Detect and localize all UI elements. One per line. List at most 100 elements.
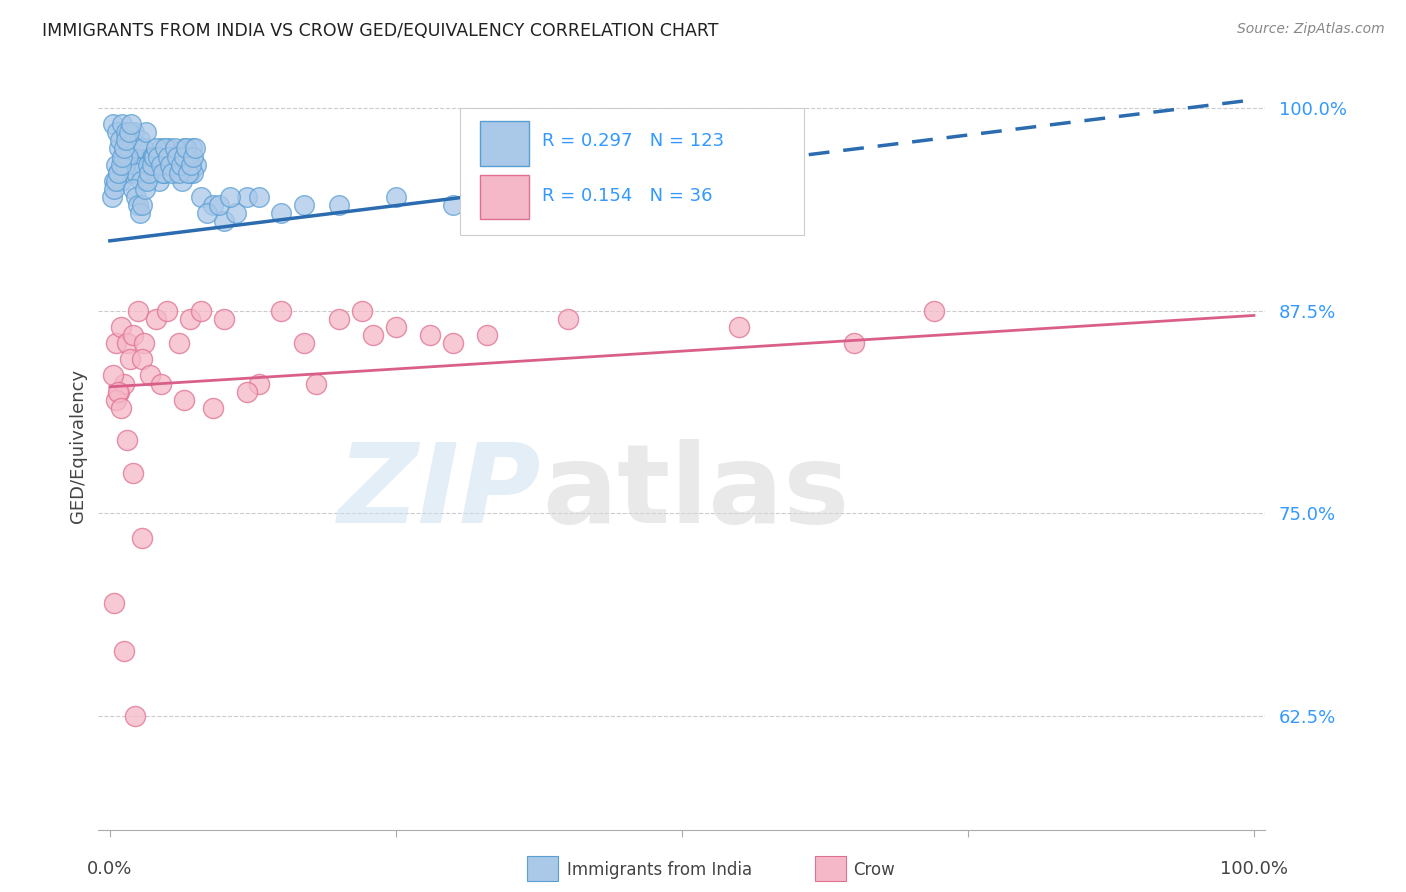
Point <box>122 125 145 139</box>
Point <box>139 368 162 383</box>
Point <box>112 141 135 155</box>
Point <box>145 141 167 155</box>
Point <box>136 174 159 188</box>
Text: R = 0.154   N = 36: R = 0.154 N = 36 <box>541 186 713 204</box>
Point <box>141 158 163 172</box>
Point <box>328 311 350 326</box>
Point <box>728 319 751 334</box>
Point <box>103 368 125 383</box>
Point <box>132 141 155 155</box>
Point <box>155 141 177 155</box>
FancyBboxPatch shape <box>479 121 529 166</box>
Point <box>173 392 195 407</box>
Point <box>173 149 195 163</box>
Point <box>120 352 142 367</box>
Text: R = 0.297   N = 123: R = 0.297 N = 123 <box>541 132 724 150</box>
Point <box>112 149 135 163</box>
Point <box>111 149 134 163</box>
Point <box>177 166 200 180</box>
Point <box>124 709 146 723</box>
Point <box>190 303 212 318</box>
Point <box>138 166 160 180</box>
Point <box>170 158 193 172</box>
Point <box>214 311 236 326</box>
Point <box>110 319 132 334</box>
Point <box>115 336 138 351</box>
Point <box>219 190 242 204</box>
Point <box>441 198 464 212</box>
Point <box>328 198 350 212</box>
Point <box>842 336 865 351</box>
Point <box>131 531 153 545</box>
Text: Immigrants from India: Immigrants from India <box>567 861 752 879</box>
Point <box>183 166 205 180</box>
Point <box>131 352 153 367</box>
Point <box>118 141 141 155</box>
Point <box>167 149 190 163</box>
Point <box>120 117 142 131</box>
Point <box>170 174 193 188</box>
Point <box>184 141 207 155</box>
Point <box>225 206 247 220</box>
Point <box>477 327 499 342</box>
Point <box>167 166 190 180</box>
Point <box>184 158 207 172</box>
Point <box>105 174 128 188</box>
Point <box>112 644 135 658</box>
Point <box>104 336 127 351</box>
Point <box>162 158 184 172</box>
Point <box>214 214 236 228</box>
Point <box>557 311 579 326</box>
Point <box>120 166 142 180</box>
Point <box>179 166 201 180</box>
Point <box>305 376 328 391</box>
Point <box>118 125 141 139</box>
Point <box>156 149 179 163</box>
Point <box>148 174 170 188</box>
Point <box>148 149 170 163</box>
Point <box>103 174 125 188</box>
Point <box>166 149 188 163</box>
Point <box>121 133 143 147</box>
Point <box>139 149 162 163</box>
Point <box>124 158 146 172</box>
Point <box>115 434 138 448</box>
Point <box>236 190 259 204</box>
Point <box>247 376 270 391</box>
Point <box>108 384 131 399</box>
Point <box>125 166 148 180</box>
Point <box>270 303 292 318</box>
Point <box>419 327 441 342</box>
Point <box>135 125 157 139</box>
Point <box>134 158 156 172</box>
Point <box>441 336 464 351</box>
Point <box>127 198 149 212</box>
Text: ZIP: ZIP <box>339 439 541 546</box>
Y-axis label: GED/Equivalency: GED/Equivalency <box>69 369 87 523</box>
Point <box>114 158 136 172</box>
Point <box>159 158 181 172</box>
Point <box>134 182 156 196</box>
Point <box>167 336 190 351</box>
Point <box>190 190 212 204</box>
Point <box>176 149 198 163</box>
Point <box>110 158 132 172</box>
Point <box>121 327 143 342</box>
Point <box>152 166 174 180</box>
Point <box>159 158 181 172</box>
Point <box>163 141 186 155</box>
Point <box>124 190 146 204</box>
Point <box>165 149 187 163</box>
Point <box>108 133 131 147</box>
Point <box>922 303 945 318</box>
FancyBboxPatch shape <box>479 175 529 219</box>
Point <box>201 401 224 415</box>
Text: Crow: Crow <box>853 861 896 879</box>
Point <box>385 190 408 204</box>
Point <box>117 149 139 163</box>
Point <box>103 182 125 196</box>
Point <box>174 141 197 155</box>
Point <box>165 149 187 163</box>
Point <box>170 158 193 172</box>
Point <box>104 392 127 407</box>
